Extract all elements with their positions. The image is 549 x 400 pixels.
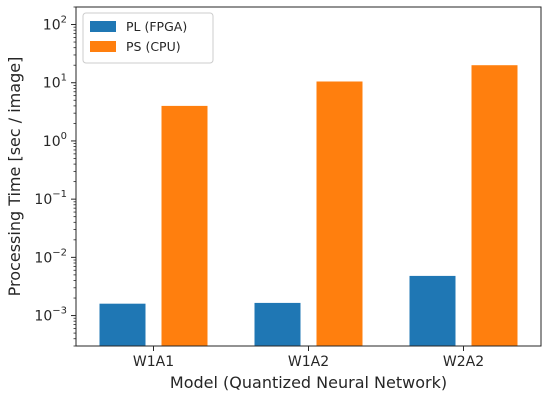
y-tick-label: 10−3 — [34, 306, 67, 325]
legend: PL (FPGA) PS (CPU) — [82, 12, 214, 64]
x-tick-label-w1a1: W1A1 — [133, 354, 174, 370]
y-tick-label: 10−1 — [34, 189, 67, 208]
legend-swatch-ps — [90, 41, 116, 52]
y-tick-label: 100 — [43, 131, 67, 150]
bar-w1a1-pl — [99, 303, 146, 346]
x-axis-label: Model (Quantized Neural Network) — [170, 373, 447, 392]
y-axis-ticks: 10−3 10−2 10−1 100 101 102 — [34, 6, 76, 347]
bar-w1a1-ps — [161, 105, 208, 347]
y-axis-label: Processing Time [sec / image] — [5, 57, 24, 297]
y-tick-label: 101 — [43, 73, 67, 92]
y-tick-label: 10−2 — [34, 247, 67, 266]
bar-w2a2-ps — [471, 65, 518, 347]
x-tick-label-w1a2: W1A2 — [288, 354, 329, 370]
y-tick-label: 102 — [43, 15, 67, 34]
bar-w1a2-pl — [254, 302, 301, 346]
legend-label-ps: PS (CPU) — [126, 39, 181, 54]
bar-w2a2-pl — [409, 275, 456, 346]
x-axis-ticks: W1A1 W1A2 W2A2 — [133, 346, 484, 370]
bar-w1a2-ps — [316, 81, 363, 347]
legend-label-pl: PL (FPGA) — [126, 19, 187, 34]
x-tick-label-w2a2: W2A2 — [443, 354, 484, 370]
legend-swatch-pl — [90, 21, 116, 32]
bars-layer — [99, 65, 518, 347]
